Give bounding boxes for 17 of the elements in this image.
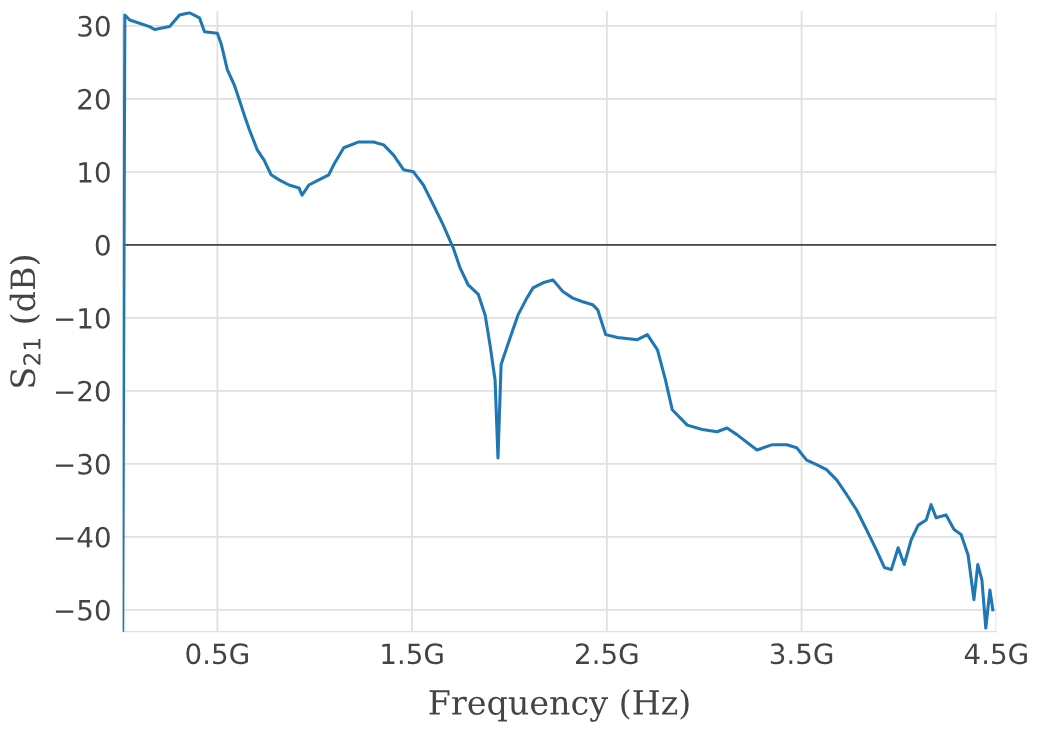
y-tick-label: 0: [95, 234, 110, 256]
x-tick-label: 3.5G: [770, 643, 833, 665]
y-axis-title: S$_{21}$ (dB): [9, 256, 41, 387]
y-tick-label: −40: [55, 526, 110, 548]
y-tick-label: 10: [79, 161, 110, 183]
x-tick-label: 4.5G: [964, 643, 1027, 665]
y-tick-label: 30: [78, 15, 110, 37]
y-tick-label: −20: [55, 380, 110, 402]
line-series: [122, 11, 995, 632]
x-tick-label: 0.5G: [186, 643, 248, 665]
x-tick-label: 1.5G: [382, 643, 443, 665]
y-tick-label: −10: [55, 307, 110, 329]
x-axis-title: Frequency (Hz): [429, 689, 689, 722]
x-tick-label: 2.5G: [576, 643, 638, 665]
y-tick-label: −50: [55, 599, 110, 621]
y-tick-label: 20: [78, 88, 110, 110]
y-tick-label: −30: [55, 453, 110, 475]
